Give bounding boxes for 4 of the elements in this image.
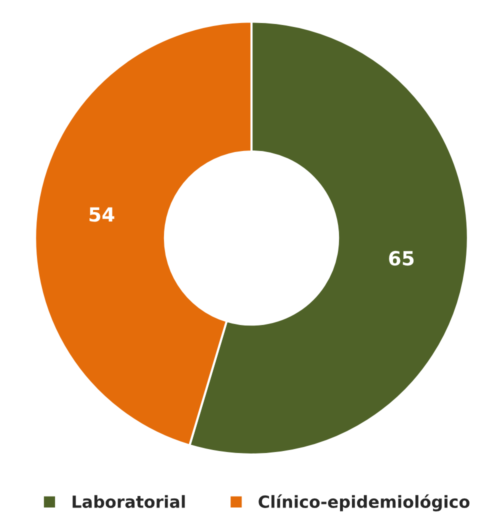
legend-label: Clínico-epidemiológico — [258, 494, 470, 512]
data-label: 54 — [90, 207, 114, 222]
legend-label: Laboratorial — [72, 495, 185, 508]
data-label: 65 — [389, 250, 414, 266]
